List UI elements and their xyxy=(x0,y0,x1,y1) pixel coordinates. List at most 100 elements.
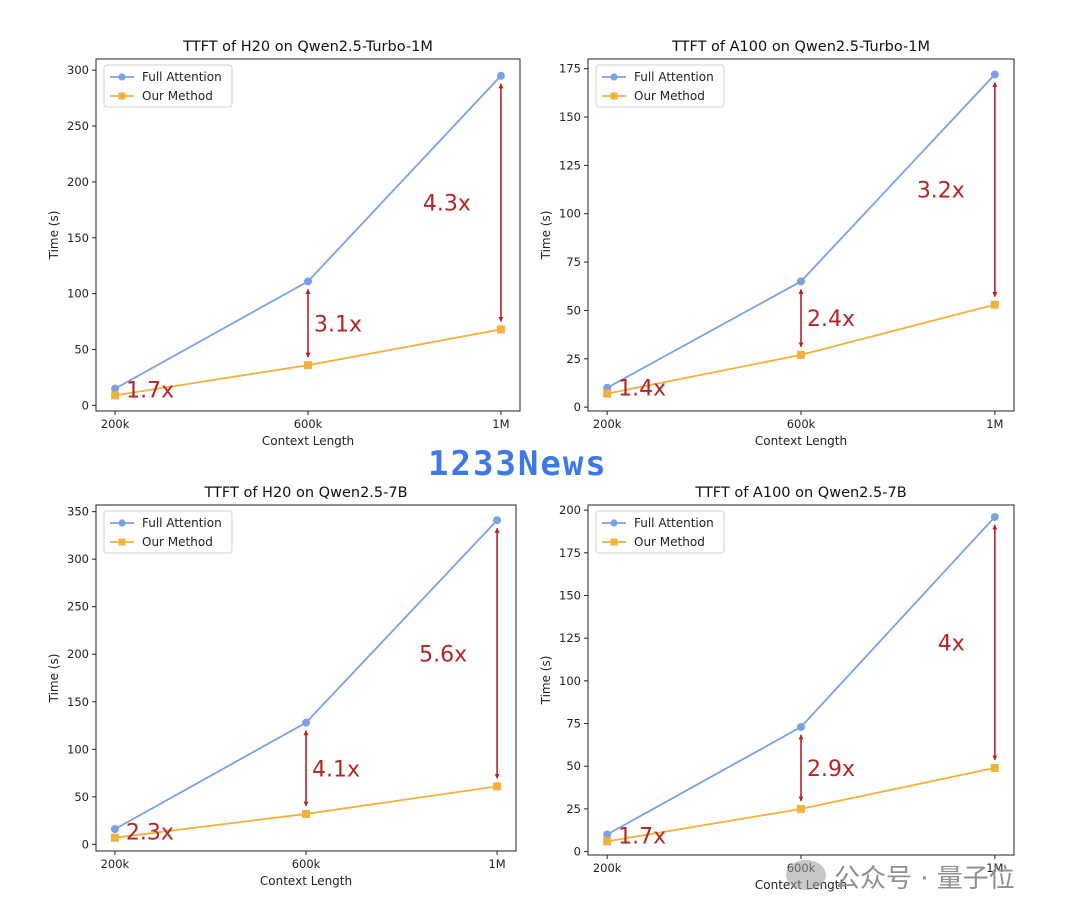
x-axis-label: Context Length xyxy=(755,434,847,448)
y-tick-label: 50 xyxy=(566,303,581,317)
y-axis-label: Time (s) xyxy=(539,211,553,261)
legend-marker-square xyxy=(118,92,126,100)
x-tick-label: 1M xyxy=(986,861,1003,875)
chart-title: TTFT of H20 on Qwen2.5-7B xyxy=(203,485,407,501)
y-tick-label: 200 xyxy=(67,647,89,661)
data-point-our-method xyxy=(110,833,119,842)
x-tick-label: 200k xyxy=(101,857,130,871)
chart-2: TTFT of A100 on Qwen2.5-Turbo-1M 0 25 50 75 1… xyxy=(539,39,1015,448)
y-tick-label: 200 xyxy=(67,175,89,189)
ratio-label: 4.3x xyxy=(423,192,471,217)
data-point-full-attention xyxy=(304,277,312,286)
data-point-full-attention xyxy=(603,830,612,839)
data-point-full-attention xyxy=(496,71,505,80)
data-point-full-attention xyxy=(110,825,119,834)
ratio-label: 4.1x xyxy=(312,757,360,782)
x-axis-label: Context Length xyxy=(260,874,352,888)
chart-title: TTFT of A100 on Qwen2.5-Turbo-1M xyxy=(671,39,930,55)
brand-text: 公众号 · 量子位 xyxy=(834,864,1015,894)
legend-marker-square xyxy=(118,538,126,546)
y-tick-label: 0 xyxy=(574,400,581,414)
y-tick-label: 0 xyxy=(574,845,581,859)
legend-entry: Full Attention xyxy=(142,516,222,530)
y-axis-label: Time (s) xyxy=(47,654,61,704)
x-tick-label: 1M xyxy=(488,857,505,871)
data-point-our-method xyxy=(603,389,612,398)
chart-4: TTFT of A100 on Qwen2.5-7B 0 25 50 75 100 125 1… xyxy=(539,485,1015,892)
y-tick-label: 50 xyxy=(566,759,581,773)
chart-title: TTFT of A100 on Qwen2.5-7B xyxy=(694,485,906,501)
y-tick-label: 250 xyxy=(67,600,89,614)
y-tick-label: 100 xyxy=(559,674,581,688)
chart-1: TTFT of H20 on Qwen2.5-Turbo-1M 0 50 100 150… xyxy=(47,39,521,448)
y-tick-label: 100 xyxy=(67,287,89,301)
y-tick-label: 75 xyxy=(566,255,581,269)
ratio-label: 4x xyxy=(938,631,965,656)
chart-3: TTFT of H20 on Qwen2.5-7B 0 50 100 150 200 250… xyxy=(47,485,517,888)
legend-box xyxy=(103,510,233,554)
y-tick-label: 100 xyxy=(559,207,581,221)
ratio-label: 2.3x xyxy=(126,821,174,846)
y-tick-label: 125 xyxy=(559,631,581,645)
chart-title: TTFT of H20 on Qwen2.5-Turbo-1M xyxy=(182,39,433,55)
x-tick-label: 600k xyxy=(294,417,323,431)
data-point-our-method xyxy=(304,361,312,370)
plot-frame xyxy=(587,504,1015,856)
y-tick-label: 250 xyxy=(67,119,89,133)
data-point-our-method xyxy=(496,325,505,334)
data-point-full-attention xyxy=(493,516,502,525)
y-tick-label: 50 xyxy=(74,790,89,804)
y-tick-label: 200 xyxy=(559,503,581,517)
y-tick-label: 150 xyxy=(559,110,581,124)
legend-entry: Our Method xyxy=(634,535,705,549)
legend-marker-square xyxy=(610,538,618,546)
data-point-our-method xyxy=(493,782,502,791)
y-tick-label: 125 xyxy=(559,158,581,172)
data-point-our-method xyxy=(302,809,310,818)
legend-box xyxy=(595,510,725,554)
y-tick-label: 0 xyxy=(82,837,89,851)
legend-entry: Full Attention xyxy=(634,70,714,84)
x-tick-label: 1M xyxy=(492,417,509,431)
watermark-text: 1233News xyxy=(428,444,608,484)
legend-entry: Our Method xyxy=(634,89,705,103)
x-tick-label: 1M xyxy=(986,417,1003,431)
legend-entry: Full Attention xyxy=(142,70,222,84)
legend-box xyxy=(103,64,233,108)
ratio-label: 1.7x xyxy=(126,378,174,403)
legend-marker-circle xyxy=(118,519,126,527)
y-tick-label: 50 xyxy=(74,343,89,357)
y-tick-label: 175 xyxy=(559,546,581,560)
x-tick-label: 200k xyxy=(101,417,130,431)
data-point-full-attention xyxy=(111,384,120,393)
wechat-icon xyxy=(786,860,826,890)
y-tick-label: 150 xyxy=(559,588,581,602)
legend-entry: Our Method xyxy=(142,89,213,103)
x-axis-label: Context Length xyxy=(262,434,354,448)
y-tick-label: 25 xyxy=(566,352,581,366)
legend-box xyxy=(595,64,725,108)
ratio-label: 3.1x xyxy=(314,312,362,337)
legend: Full Attention Our Method xyxy=(595,64,725,108)
y-tick-label: 300 xyxy=(67,63,89,77)
data-point-our-method xyxy=(603,837,612,846)
y-tick-label: 175 xyxy=(559,62,581,76)
data-point-our-method xyxy=(797,804,805,813)
plot-frame xyxy=(95,58,521,412)
data-point-full-attention xyxy=(797,722,805,731)
legend-marker-square xyxy=(610,92,618,100)
legend: Full Attention Our Method xyxy=(103,64,233,108)
data-point-full-attention xyxy=(797,277,805,286)
legend: Full Attention Our Method xyxy=(595,510,725,554)
y-axis-label: Time (s) xyxy=(47,211,61,261)
y-tick-label: 25 xyxy=(566,802,581,816)
legend-marker-circle xyxy=(118,73,126,81)
y-tick-label: 350 xyxy=(67,505,89,519)
x-tick-label: 200k xyxy=(593,861,622,875)
y-tick-label: 150 xyxy=(67,695,89,709)
ratio-label: 2.4x xyxy=(807,307,855,332)
data-point-full-attention xyxy=(990,70,999,79)
y-tick-label: 150 xyxy=(67,231,89,245)
legend-entry: Full Attention xyxy=(634,516,714,530)
